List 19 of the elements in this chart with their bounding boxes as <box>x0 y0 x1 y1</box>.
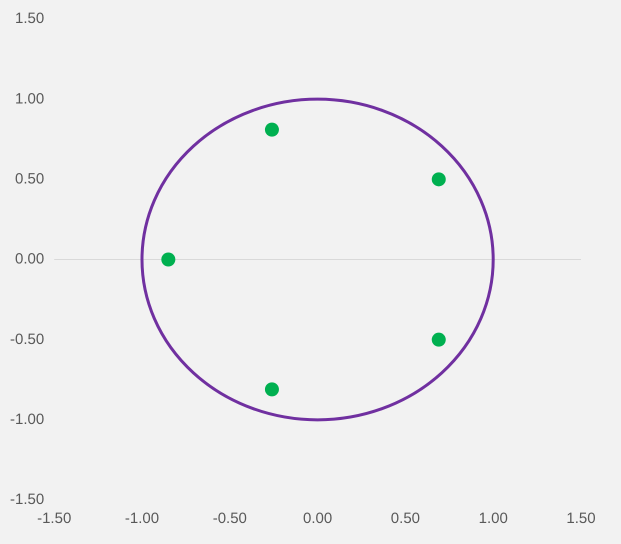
point <box>264 122 279 137</box>
y-tick-label: -0.50 <box>10 330 44 348</box>
x-tick-label: 1.50 <box>566 510 596 528</box>
point <box>161 252 176 266</box>
y-tick-label: -1.50 <box>10 491 44 508</box>
x-tick-label: 0.00 <box>302 510 332 528</box>
x-tick-label: 1.00 <box>478 510 508 528</box>
point <box>264 382 279 396</box>
y-tick-label: -1.00 <box>10 410 44 428</box>
x-tick-label: 0.50 <box>390 510 420 528</box>
x-tick-label: -0.50 <box>212 510 247 528</box>
x-tick-label: -1.50 <box>37 510 72 528</box>
y-tick-label: 1.00 <box>14 90 44 108</box>
point <box>432 332 446 347</box>
y-tick-label: 0.00 <box>14 250 44 268</box>
x-tick-label: -1.00 <box>124 510 160 528</box>
y-tick-label: 0.50 <box>14 170 44 188</box>
y-tick-label: 1.50 <box>14 10 44 28</box>
point <box>432 172 446 186</box>
